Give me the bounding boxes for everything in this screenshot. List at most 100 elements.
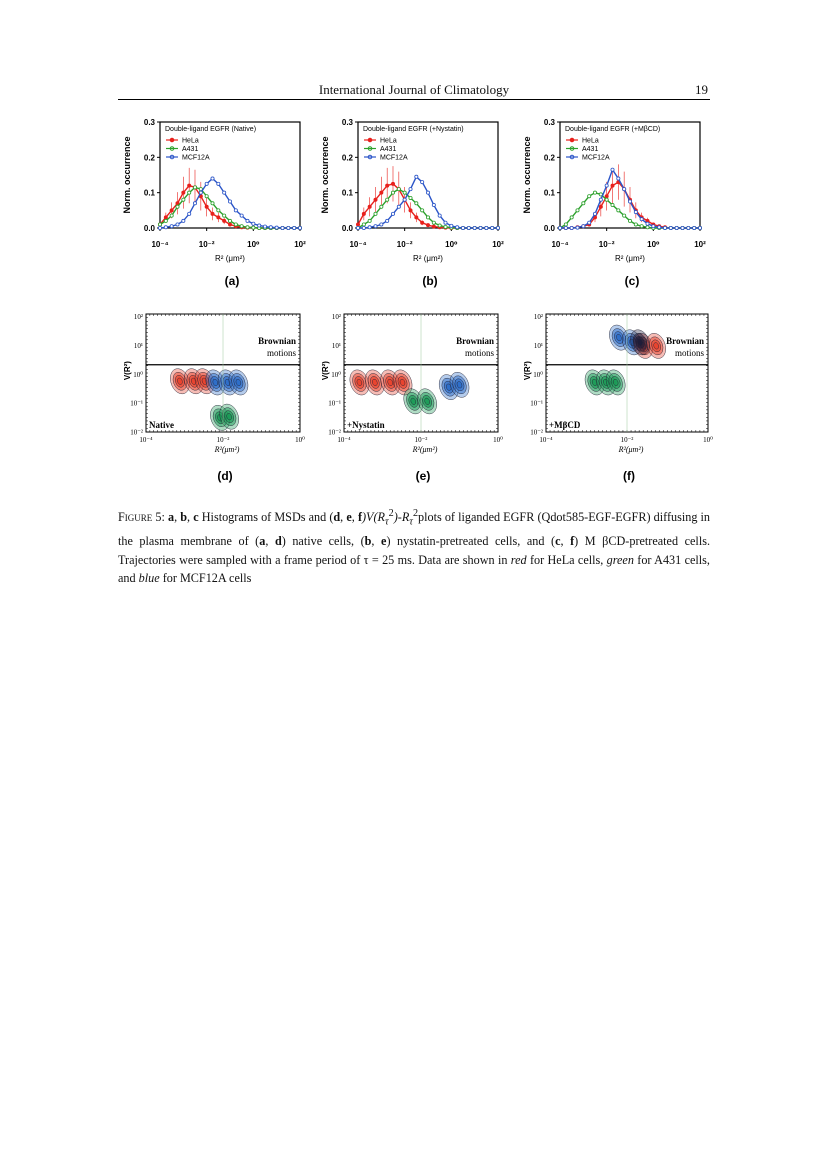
panel-title: Double-ligand EGFR (Native) — [165, 126, 256, 133]
contour-level — [387, 378, 393, 386]
page-header: International Journal of Climatology 19 — [118, 80, 710, 100]
legend-entry: HeLa — [182, 138, 199, 145]
data-point — [443, 224, 448, 229]
data-point — [604, 197, 609, 202]
data-point — [598, 204, 603, 209]
plot-frame — [357, 121, 499, 229]
data-point — [361, 222, 366, 227]
data-point — [233, 208, 238, 213]
data-point — [484, 225, 489, 230]
journal-title: International Journal of Climatology — [318, 82, 510, 97]
data-point — [478, 225, 483, 230]
data-point — [222, 213, 227, 218]
legend-marker — [367, 154, 373, 160]
data-point — [373, 197, 378, 202]
data-point — [163, 225, 168, 230]
data-point — [431, 224, 436, 229]
y-tick-label: 0.2 — [342, 153, 354, 162]
legend-entry: HeLa — [582, 138, 599, 145]
caption-blue: blue — [138, 571, 160, 585]
data-point — [686, 225, 691, 230]
data-point — [616, 176, 621, 181]
condition-label: Native — [149, 420, 174, 430]
data-point — [569, 215, 574, 220]
x-tick-label: 10² — [492, 240, 504, 249]
y-tick-label: 0.3 — [144, 118, 156, 127]
data-point — [414, 174, 419, 179]
data-point — [367, 218, 372, 223]
y-tick-label: 10⁻¹ — [130, 400, 143, 408]
data-point — [292, 225, 297, 230]
data-point — [204, 194, 209, 199]
condition-label: +MβCD — [549, 420, 581, 430]
page-number: 19 — [695, 82, 708, 97]
y-tick-label: 0.0 — [544, 224, 556, 233]
data-point — [169, 208, 174, 213]
contour-level — [637, 338, 643, 346]
plot-frame — [159, 121, 301, 229]
contour-level — [212, 378, 218, 386]
caption-text: Histograms of MSDs and ( — [198, 510, 334, 525]
caption-text: for A431 cells, and — [118, 552, 710, 586]
caption-sup: 2 — [412, 508, 419, 519]
data-point — [455, 225, 460, 230]
data-point — [633, 222, 638, 227]
x-axis-label: R² (μm²) — [215, 254, 245, 263]
legend-marker — [367, 146, 373, 151]
data-point — [181, 197, 186, 202]
data-point — [645, 221, 650, 226]
contour-level — [591, 378, 598, 386]
data-point — [222, 218, 227, 223]
panel-title: Double-ligand EGFR (+Nystatin) — [363, 126, 464, 133]
data-point — [385, 218, 390, 223]
data-point — [604, 194, 609, 199]
caption-sub: τ — [385, 516, 389, 528]
x-tick-label: 10² — [694, 240, 706, 249]
y-axis-label: Norm. occurrence — [522, 136, 532, 213]
data-point — [175, 222, 180, 227]
caption-f: f — [357, 510, 362, 525]
data-point — [431, 203, 436, 208]
contour-level — [226, 413, 232, 421]
y-axis-label: V(R²) — [123, 361, 132, 380]
data-point — [425, 223, 430, 228]
data-point — [575, 225, 580, 230]
data-point — [420, 220, 425, 225]
y-tick-label: 0.0 — [144, 224, 156, 233]
data-point — [402, 190, 407, 195]
histogram-panel: 0.0 0.1 0.2 0.3 10⁻⁴ 10⁻² 10⁰ 10² Norm. occurren… — [122, 118, 306, 288]
data-point — [668, 225, 673, 230]
data-point — [210, 176, 215, 181]
data-point — [563, 225, 568, 230]
data-point — [680, 225, 685, 230]
data-point — [651, 224, 656, 229]
data-point — [280, 225, 285, 230]
histogram-panel: 0.0 0.1 0.2 0.3 10⁻⁴ 10⁻² 10⁰ 10² Norm. occurren… — [320, 118, 504, 288]
data-point — [355, 225, 360, 230]
data-point — [175, 204, 180, 209]
data-point — [187, 183, 192, 188]
contour-level — [653, 342, 659, 350]
data-point — [181, 218, 186, 223]
data-point — [396, 187, 401, 192]
x-tick-label: 10⁻⁴ — [539, 436, 553, 444]
data-point — [610, 167, 615, 172]
y-tick-label: 10⁻¹ — [328, 400, 341, 408]
panel-label: (a) — [225, 274, 240, 288]
data-point — [385, 183, 390, 188]
data-point — [408, 187, 413, 192]
legend-entry: MCF12A — [182, 155, 210, 162]
brownian-label: Brownian — [666, 336, 704, 346]
data-point — [396, 204, 401, 209]
data-point — [204, 181, 209, 186]
caption-sep: , — [351, 510, 358, 525]
caption-text: ) nystatin-pretreated cells, and ( — [386, 534, 556, 548]
contour-panel: Brownian motions +Nystatin 10² 10¹ 10⁰ 10⁻¹ 10⁻… — [321, 313, 503, 483]
x-tick-label: 10² — [294, 240, 306, 249]
histogram-panel: 0.0 0.1 0.2 0.3 10⁻⁴ 10⁻² 10⁰ 10² Norm. occurren… — [522, 118, 706, 288]
data-point — [692, 225, 697, 230]
data-point — [216, 215, 221, 220]
data-point — [163, 215, 168, 220]
caption-sep: , — [560, 534, 571, 548]
data-point — [198, 190, 203, 195]
